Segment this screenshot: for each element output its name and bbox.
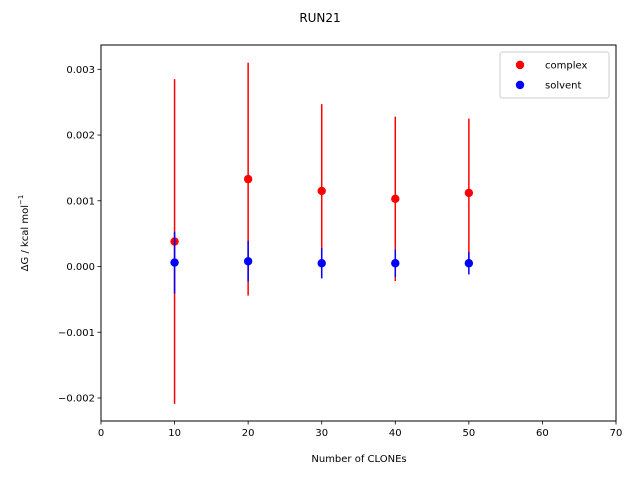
data-point-complex	[243, 174, 253, 184]
x-tick-label: 60	[536, 428, 549, 439]
y-axis-label: ΔG / kcal mol−1	[17, 195, 31, 272]
legend-marker-complex	[515, 60, 525, 70]
y-tick-label: 0.000	[66, 262, 95, 273]
x-tick-label: 40	[389, 428, 402, 439]
x-axis-label: Number of CLONEs	[311, 454, 406, 465]
data-point-complex	[464, 188, 474, 198]
y-tick-label: −0.002	[58, 393, 95, 404]
legend-label-solvent: solvent	[545, 81, 582, 92]
y-tick-label: 0.002	[66, 131, 95, 142]
x-tick-label: 70	[610, 428, 623, 439]
data-point-solvent	[391, 259, 400, 268]
x-tick-label: 20	[242, 428, 255, 439]
legend-box	[499, 51, 610, 99]
y-axis-label-superscript: −1	[17, 195, 25, 205]
data-point-complex	[317, 186, 326, 196]
y-tick-label: 0.003	[66, 65, 95, 76]
y-axis-label-main: ΔG / kcal mol	[20, 205, 31, 271]
data-point-solvent	[243, 257, 253, 266]
legend-label-complex: complex	[545, 61, 587, 72]
x-tick-label: 10	[168, 428, 181, 439]
y-tick-label: −0.001	[58, 328, 95, 339]
axes-frame	[100, 44, 617, 422]
axes: 0 10 20 30 40 50 60 70 −0.002 −0.001 0.000 0.001 0.0…	[58, 44, 623, 439]
legend: complex solvent	[499, 51, 610, 99]
data-point-solvent	[464, 259, 474, 268]
data-point-solvent	[317, 259, 326, 268]
legend-marker-solvent	[515, 80, 525, 90]
x-tick-label: 30	[315, 428, 328, 439]
data-point-complex	[391, 194, 400, 204]
x-tick-label: 50	[462, 428, 475, 439]
chart-title: RUN21	[299, 11, 340, 25]
data-point-solvent	[170, 258, 179, 267]
plot-area	[170, 62, 474, 404]
y-tick-label: 0.001	[66, 196, 95, 207]
x-tick-label: 0	[98, 428, 104, 439]
